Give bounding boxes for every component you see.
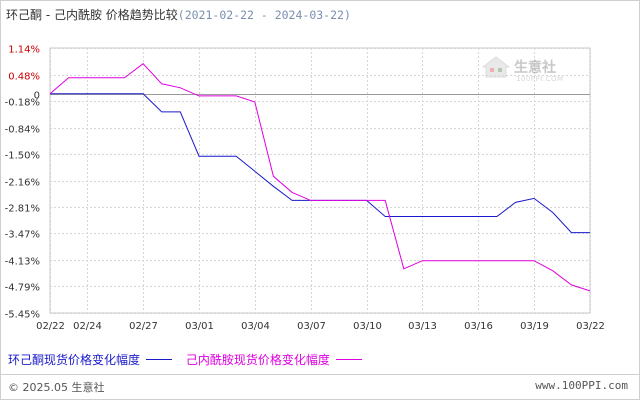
legend-label-caprolactam: 己内酰胺现货价格变化幅度 (185, 353, 330, 367)
watermark-text: 生意社 (514, 60, 556, 76)
y-tick-label: -0.18% (5, 98, 40, 109)
y-tick-label: -4.79% (5, 283, 40, 294)
y-tick-label: 0.48% (8, 72, 40, 83)
x-tick-label: 02/27 (129, 321, 158, 332)
y-tick-label: -4.13% (5, 257, 40, 268)
series-line-caprolactam (49, 63, 591, 292)
x-tick-label: 03/19 (520, 321, 549, 332)
x-tick-label: 02/22 (36, 321, 65, 332)
x-tick-label: 03/10 (353, 321, 382, 332)
watermark-url: 100PPI.COM (516, 75, 564, 83)
legend-label-cyclohexanone: 环己酮现货价格变化幅度 (8, 353, 141, 367)
y-tick-label: -3.47% (5, 230, 40, 241)
x-tick-label: 03/13 (408, 321, 437, 332)
series-line-cyclohexanone (50, 93, 590, 234)
chart-title-range: (2021-02-22 - 2024-03-22) (177, 8, 351, 22)
y-tick-label: -2.16% (5, 178, 40, 189)
legend-item-cyclohexanone: 环己酮现货价格变化幅度 (8, 351, 173, 368)
chart-title-main: 环己酮 - 己内酰胺 价格趋势比较 (6, 8, 178, 22)
y-tick-label: 0 (34, 91, 40, 102)
legend-item-caprolactam: 己内酰胺现货价格变化幅度 (186, 351, 362, 368)
x-tick-label: 03/22 (576, 321, 605, 332)
legend-swatch-caprolactam (335, 359, 362, 360)
x-tick-label: 03/01 (185, 321, 214, 332)
y-tick-label: -5.45% (5, 310, 40, 321)
y-tick-label: -2.81% (5, 204, 40, 215)
y-tick-label: -0.84% (5, 125, 40, 136)
y-tick-label: 1.14% (8, 45, 40, 56)
x-tick-label: 03/07 (297, 321, 326, 332)
house-logo-icon (482, 56, 510, 78)
chart-title: 环己酮 - 己内酰胺 价格趋势比较(2021-02-22 - 2024-03-2… (6, 6, 351, 23)
watermark: 生意社 100PPI.COM (482, 56, 563, 83)
site-link[interactable]: www.100PPI.com (535, 379, 628, 392)
x-tick-label: 03/04 (241, 321, 270, 332)
footer-divider (0, 374, 640, 375)
copyright-text: © 2025.05 生意社 (8, 381, 105, 394)
legend-swatch-cyclohexanone (146, 359, 173, 360)
plot-area (49, 47, 591, 314)
y-tick-label: -1.50% (5, 151, 40, 162)
x-tick-label: 02/24 (73, 321, 102, 332)
legend: 环己酮现货价格变化幅度 己内酰胺现货价格变化幅度 (8, 351, 372, 368)
x-tick-label: 03/16 (464, 321, 493, 332)
